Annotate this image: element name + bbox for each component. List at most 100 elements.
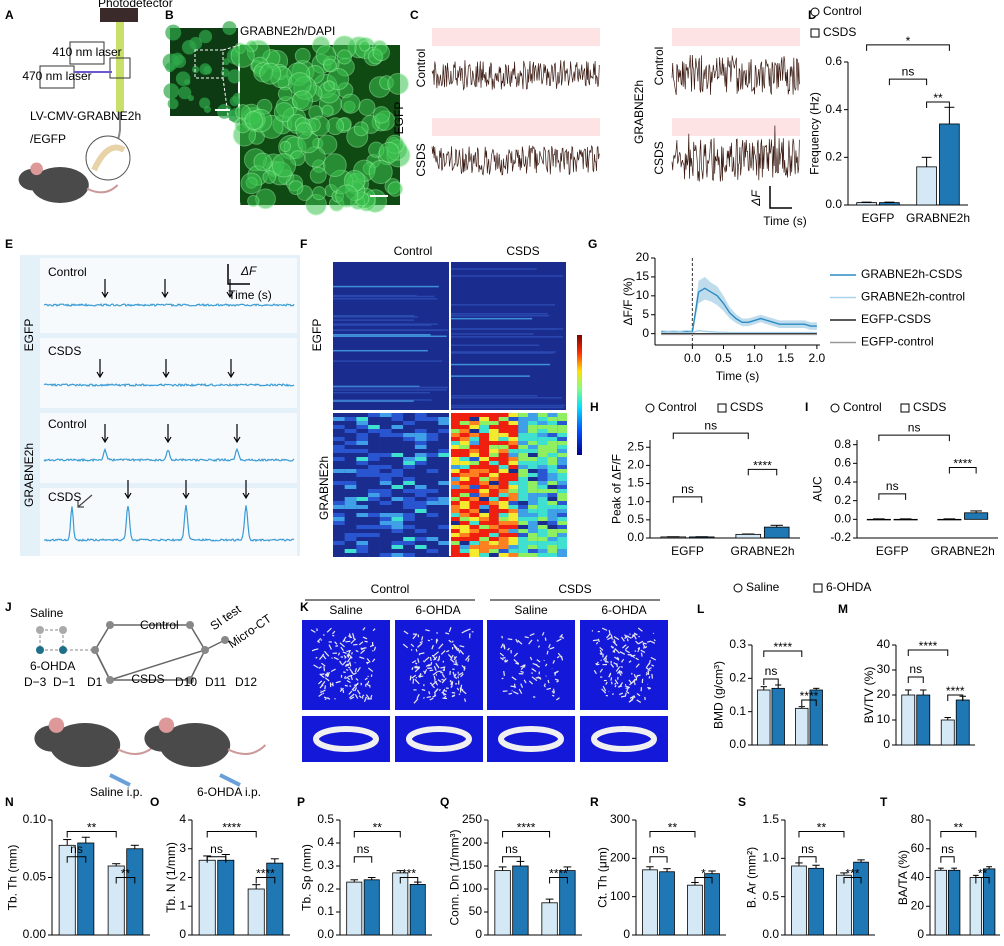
heatmap-cell bbox=[508, 493, 519, 497]
arrow bbox=[226, 279, 234, 299]
heatmap-cell bbox=[508, 517, 519, 521]
y-axis-label: Tb. Sp (mm) bbox=[300, 844, 314, 911]
ct-image bbox=[580, 620, 668, 710]
trabecula bbox=[313, 664, 319, 669]
trabecula bbox=[467, 658, 470, 663]
heatmap-cell bbox=[414, 537, 427, 541]
heatmap-cell bbox=[344, 425, 357, 429]
heatmap-cell bbox=[498, 425, 509, 429]
trabecula bbox=[344, 656, 347, 659]
heatmap-cell bbox=[557, 413, 567, 417]
trabecula bbox=[503, 670, 506, 676]
trabecula bbox=[358, 641, 364, 646]
trabecula bbox=[332, 682, 334, 687]
heatmap-cell bbox=[479, 533, 489, 537]
heatmap-cell bbox=[414, 533, 427, 537]
group-label: GRABNE2h bbox=[632, 80, 646, 144]
inset-cell bbox=[198, 29, 213, 44]
trace bbox=[43, 302, 295, 308]
trabecula bbox=[543, 683, 546, 687]
treatment-label: Saline bbox=[329, 603, 363, 617]
panel-letter: O bbox=[150, 795, 159, 809]
heatmap-cell bbox=[557, 465, 567, 469]
heatmap-cell bbox=[518, 441, 528, 445]
y-tick-label: 0.6 bbox=[834, 456, 851, 470]
trabecula bbox=[507, 647, 510, 651]
trabecula bbox=[636, 699, 642, 703]
arrow bbox=[227, 359, 235, 379]
trabecula bbox=[510, 685, 516, 688]
trabecula bbox=[499, 652, 505, 657]
trabecula bbox=[520, 683, 524, 688]
heatmap-cell bbox=[498, 521, 509, 525]
heatmap-cell bbox=[547, 469, 558, 473]
heatmap-cell bbox=[344, 513, 357, 517]
heatmap-cell bbox=[333, 473, 345, 477]
y-tick-label: 5 bbox=[642, 307, 649, 321]
heatmap-cell bbox=[426, 413, 439, 417]
heatmap-cell bbox=[403, 497, 415, 501]
heatmap-cell bbox=[438, 413, 450, 417]
trabecula bbox=[340, 646, 344, 651]
y-tick-label: 1.5 bbox=[627, 476, 644, 490]
trabecula bbox=[452, 643, 458, 650]
heatmap-cell bbox=[438, 497, 450, 501]
heatmap-cell bbox=[450, 537, 460, 541]
trabecula bbox=[433, 665, 437, 671]
trabecula bbox=[503, 645, 506, 650]
heatmap-cell bbox=[403, 473, 415, 477]
heatmap-cell bbox=[518, 433, 528, 437]
trabecula bbox=[364, 640, 368, 643]
heatmap-cell bbox=[391, 553, 404, 557]
significance-label: **** bbox=[753, 459, 772, 473]
group-label: CSDS bbox=[558, 582, 591, 596]
significance-label: * bbox=[701, 867, 706, 881]
heatmap-cell bbox=[508, 481, 519, 485]
heatmap-cell bbox=[426, 517, 439, 521]
legend-label: CSDS bbox=[823, 25, 856, 39]
heatmap-cell bbox=[356, 469, 369, 473]
trabecula bbox=[446, 650, 450, 653]
row-label: Control bbox=[414, 49, 428, 88]
trabecula bbox=[624, 635, 629, 640]
heatmap-cell bbox=[391, 501, 404, 505]
heatmap-cell bbox=[528, 489, 538, 493]
cell bbox=[259, 62, 282, 85]
heatmap-cell bbox=[528, 553, 538, 557]
heatmap-cell bbox=[547, 445, 558, 449]
trabecula bbox=[442, 668, 445, 672]
heatmap-cell bbox=[489, 425, 499, 429]
trabecula bbox=[324, 673, 329, 677]
trabecula bbox=[319, 684, 324, 689]
heatmap-cell bbox=[498, 549, 509, 553]
cell bbox=[309, 166, 327, 184]
heatmap-cell bbox=[528, 549, 538, 553]
trabecula bbox=[544, 663, 548, 667]
trabecula bbox=[360, 649, 366, 655]
heatmap-cell bbox=[479, 449, 489, 453]
heatmap-cell bbox=[438, 485, 450, 489]
significance-bracket bbox=[206, 856, 227, 863]
heatmap-cell bbox=[414, 517, 427, 521]
heatmap-cell bbox=[459, 505, 470, 509]
heatmap-cell bbox=[479, 425, 489, 429]
heatmap-cell bbox=[450, 529, 460, 533]
timeline-node bbox=[91, 646, 99, 654]
panel-letter: N bbox=[5, 795, 14, 809]
trabecula bbox=[560, 635, 565, 639]
heatmap-cell bbox=[333, 525, 345, 529]
heatmap-cell bbox=[379, 501, 392, 505]
trabecula bbox=[507, 638, 513, 641]
heatmap-cell bbox=[333, 505, 345, 509]
mouse-tail bbox=[227, 744, 267, 755]
heatmap-cell bbox=[518, 549, 528, 553]
heatmap-cell bbox=[537, 481, 548, 485]
heatmap-cell bbox=[356, 481, 369, 485]
bar bbox=[916, 694, 931, 746]
heatmap-cell bbox=[528, 457, 538, 461]
heatmap-cell bbox=[344, 417, 357, 421]
heatmap-cell bbox=[356, 445, 369, 449]
heatmap-cell bbox=[537, 513, 548, 517]
y-tick-label: 4 bbox=[179, 812, 186, 826]
heatmap-cell bbox=[508, 453, 519, 457]
